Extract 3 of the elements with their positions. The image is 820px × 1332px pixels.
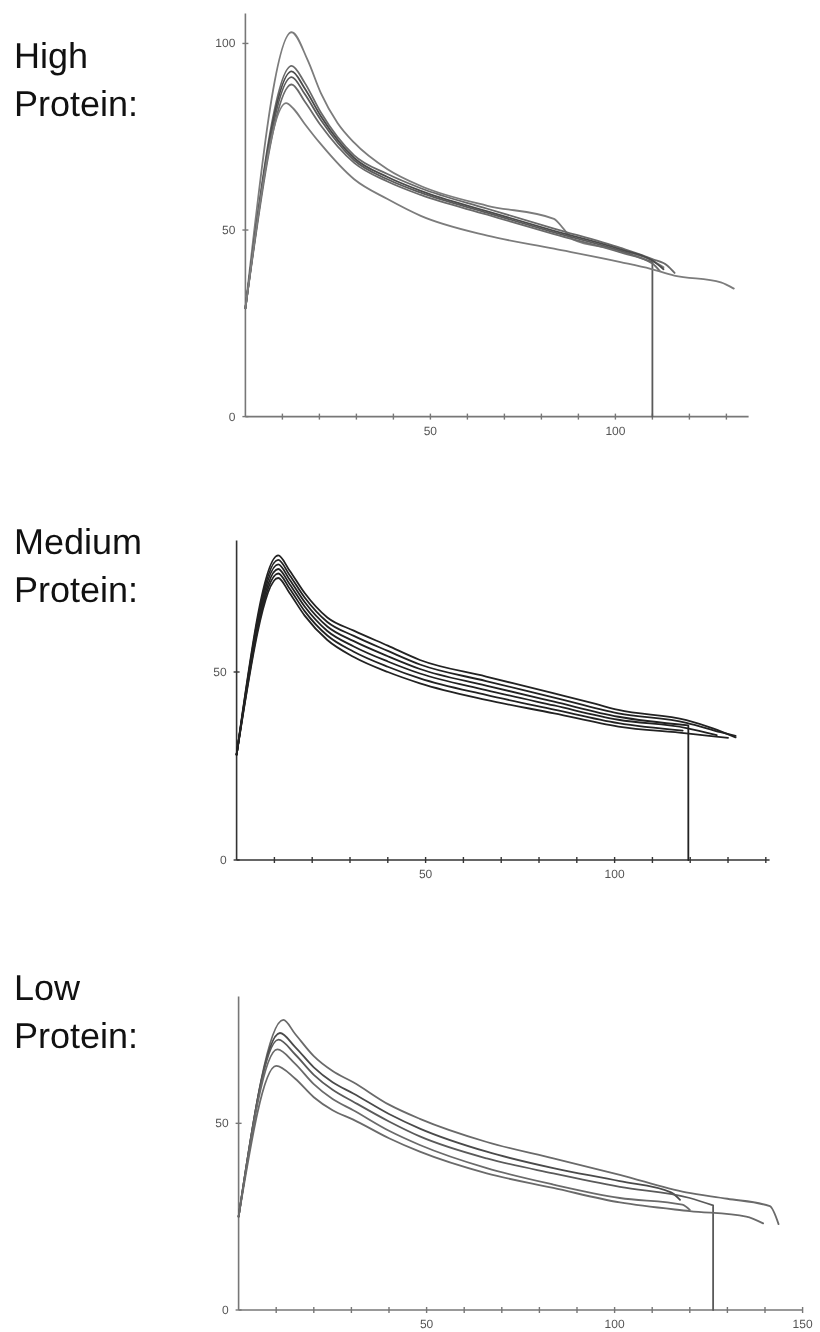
text: High Protein: [14, 36, 139, 124]
chart-title: Low Protein: [14, 968, 139, 1056]
chart-title: Medium Protein: [14, 522, 143, 610]
